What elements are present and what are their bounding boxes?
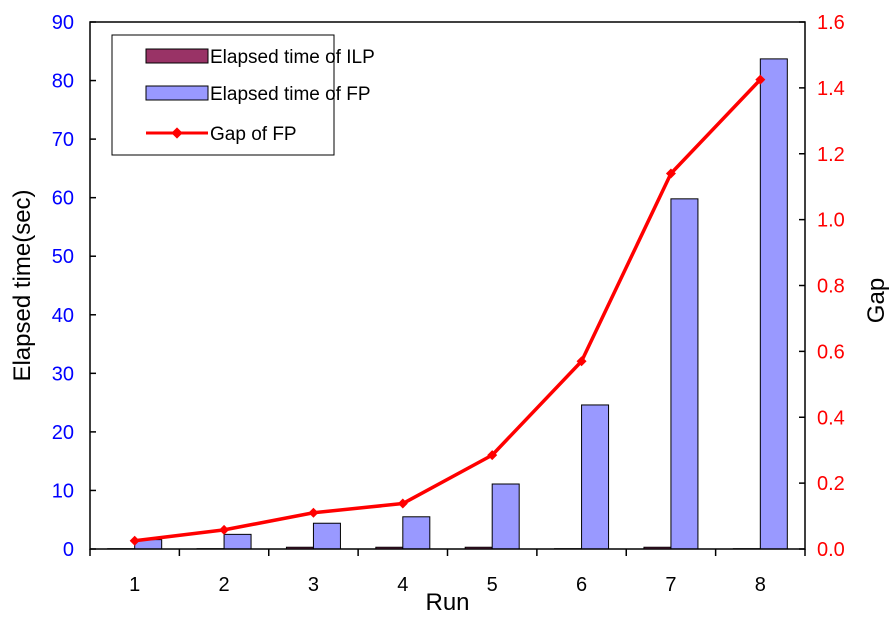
left-tick-label: 30 bbox=[52, 363, 74, 385]
x-tick-label: 7 bbox=[665, 574, 676, 596]
left-axis: 0 10 20 30 40 50 60 70 80 90 bbox=[52, 12, 96, 561]
y-axis-title: Elapsed time(sec) bbox=[9, 189, 36, 381]
gap-point-run-4 bbox=[397, 498, 408, 509]
bar-fp-run-4 bbox=[402, 516, 431, 550]
left-tick-label: 10 bbox=[52, 480, 74, 502]
y2-axis-title: Gap bbox=[863, 278, 890, 323]
right-tick-label: 1.2 bbox=[817, 144, 845, 166]
x-tick-label: 3 bbox=[308, 574, 319, 596]
right-tick-label: 0.6 bbox=[817, 341, 845, 363]
right-tick-label: 0.4 bbox=[817, 407, 845, 429]
bar-fp-run-7 bbox=[670, 198, 699, 550]
bar-fp-run-2 bbox=[223, 533, 252, 550]
bar-fp-run-6 bbox=[581, 404, 610, 550]
gap-line-layer bbox=[129, 74, 766, 546]
left-tick-label: 90 bbox=[52, 12, 74, 34]
left-tick-label: 20 bbox=[52, 422, 74, 444]
left-tick-label: 0 bbox=[63, 539, 74, 561]
legend-label-ilp: Elapsed time of ILP bbox=[210, 47, 375, 68]
x-tick-label: 8 bbox=[755, 574, 766, 596]
legend-swatch-fp bbox=[145, 85, 209, 101]
x-tick-label: 1 bbox=[129, 574, 140, 596]
gap-point-run-1 bbox=[129, 535, 140, 546]
gap-point-run-2 bbox=[219, 524, 230, 535]
gap-point-run-3 bbox=[308, 507, 319, 518]
left-tick-label: 80 bbox=[52, 71, 74, 93]
bar-fp-run-5 bbox=[491, 483, 520, 550]
legend-label-fp: Elapsed time of FP bbox=[210, 84, 371, 105]
left-tick-label: 60 bbox=[52, 188, 74, 210]
gap-point-run-5 bbox=[487, 450, 498, 461]
right-tick-label: 1.0 bbox=[817, 210, 845, 232]
left-tick-label: 40 bbox=[52, 305, 74, 327]
x-tick-label: 6 bbox=[576, 574, 587, 596]
x-tick-label: 5 bbox=[487, 574, 498, 596]
x-tick-label: 2 bbox=[219, 574, 230, 596]
legend-label-gap: Gap of FP bbox=[210, 124, 297, 145]
left-tick-label: 70 bbox=[52, 129, 74, 151]
gap-point-run-6 bbox=[576, 356, 587, 367]
bar-fp-run-8 bbox=[759, 58, 788, 550]
left-tick-label: 50 bbox=[52, 246, 74, 268]
x-tick-label: 4 bbox=[397, 574, 408, 596]
gap-line bbox=[134, 78, 762, 543]
right-tick-label: 0.0 bbox=[817, 539, 845, 561]
right-tick-label: 0.2 bbox=[817, 473, 845, 495]
right-tick-label: 0.8 bbox=[817, 276, 845, 298]
legend: Elapsed time of ILP Elapsed time of FP G… bbox=[111, 34, 375, 156]
x-axis: 1 2 3 4 5 6 7 8 bbox=[89, 549, 806, 596]
gap-point-run-8 bbox=[755, 74, 766, 85]
legend-swatch-ilp bbox=[145, 48, 209, 64]
right-tick-label: 1.4 bbox=[817, 78, 845, 100]
right-axis: 0.0 0.2 0.4 0.6 0.8 1.0 1.2 1.4 1.6 bbox=[799, 12, 845, 561]
bar-fp-run-3 bbox=[312, 522, 341, 550]
legend-marker-gap bbox=[171, 127, 183, 139]
gap-point-run-7 bbox=[665, 168, 676, 179]
x-axis-title: Run bbox=[425, 589, 469, 616]
right-tick-label: 1.6 bbox=[817, 12, 845, 34]
